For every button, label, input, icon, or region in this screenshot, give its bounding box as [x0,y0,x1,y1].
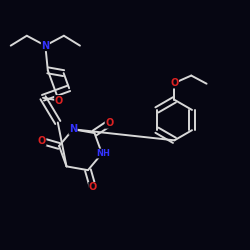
Text: O: O [105,118,114,128]
Text: O: O [55,96,63,106]
Text: N: N [69,124,77,134]
Text: O: O [38,136,46,146]
Text: O: O [170,78,178,88]
Text: O: O [89,182,97,192]
Text: NH: NH [96,149,110,158]
Text: N: N [41,40,50,50]
